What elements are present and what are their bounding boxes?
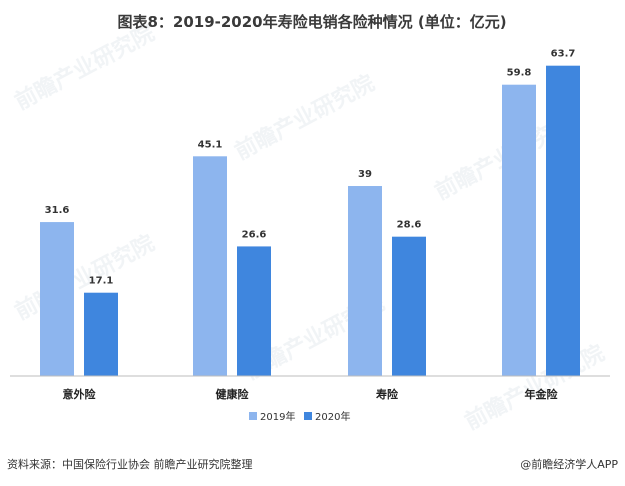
category-label-1: 健康险 (216, 387, 250, 401)
watermark-text-1: 前瞻产业研究院 (231, 70, 379, 165)
value-label-2019-1: 45.1 (198, 139, 223, 150)
bar-2020-1 (237, 246, 271, 376)
legend-swatch-2019 (249, 412, 257, 420)
legend-swatch-2020 (304, 412, 312, 420)
bar-group (40, 65, 580, 376)
category-label-group: 意外险 健康险 寿险 年金险 (63, 387, 559, 401)
bar-2020-0 (84, 292, 118, 376)
legend-label-2020: 2020年 (315, 410, 350, 423)
chart-title: 图表8：2019-2020年寿险电销各险种情况 (单位：亿元) (117, 13, 506, 31)
bar-2019-3 (502, 84, 536, 376)
value-label-2019-0: 31.6 (45, 205, 70, 216)
value-label-2020-2: 28.6 (397, 220, 422, 231)
watermark-text-0: 前瞻产业研究院 (11, 20, 159, 115)
legend: 2019年 2020年 (249, 410, 350, 423)
bar-2020-3 (546, 65, 580, 376)
value-label-group: 31.6 17.1 45.1 26.6 39 28.6 59.8 63.7 (45, 49, 576, 287)
value-label-2019-2: 39 (358, 169, 372, 180)
category-label-3: 年金险 (525, 387, 559, 401)
bar-2019-2 (348, 186, 382, 376)
bar-2020-2 (392, 236, 426, 376)
source-note: 资料来源：中国保险行业协会 前瞻产业研究院整理 (7, 457, 253, 471)
category-label-0: 意外险 (63, 387, 97, 401)
legend-label-2019: 2019年 (260, 410, 295, 423)
brand-note: @前瞻经济学人APP (520, 457, 618, 471)
category-label-2: 寿险 (376, 387, 399, 401)
value-label-2019-3: 59.8 (507, 68, 532, 79)
value-label-2020-0: 17.1 (89, 276, 114, 287)
value-label-2020-1: 26.6 (242, 229, 267, 240)
bar-2019-1 (193, 156, 227, 376)
bar-2019-0 (40, 222, 74, 376)
value-label-2020-3: 63.7 (551, 49, 576, 60)
